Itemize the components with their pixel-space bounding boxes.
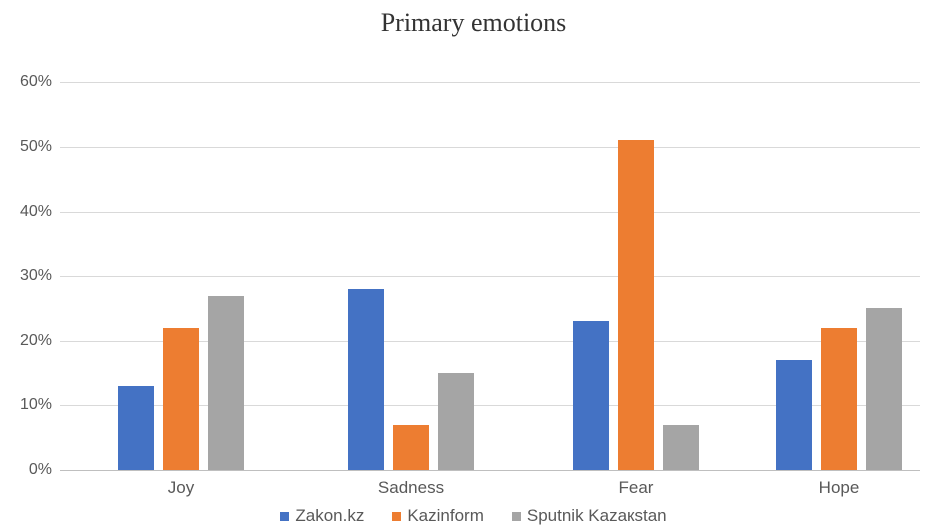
bar-group: Fear <box>573 50 699 470</box>
legend-label: Zakon.kz <box>295 506 364 526</box>
legend-swatch <box>392 512 401 521</box>
legend-swatch <box>280 512 289 521</box>
legend-label: Sputnik Kazaкstan <box>527 506 667 526</box>
legend-label: Kazinform <box>407 506 484 526</box>
bar <box>663 425 699 470</box>
ytick-label: 20% <box>20 332 52 350</box>
legend: Zakon.kz Kazinform Sputnik Kazaкstan <box>0 506 947 526</box>
legend-item: Sputnik Kazaкstan <box>512 506 667 526</box>
bar <box>118 386 154 470</box>
bar <box>393 425 429 470</box>
legend-swatch <box>512 512 521 521</box>
bar-chart: Primary emotions 0% 10% 20% 30% 40% 50% 60% Joy… <box>0 0 947 532</box>
xtick-label: Sadness <box>348 478 474 498</box>
bar <box>776 360 812 470</box>
ytick-label: 60% <box>20 73 52 91</box>
ytick-label: 10% <box>20 396 52 414</box>
bar <box>348 289 384 470</box>
legend-item: Zakon.kz <box>280 506 364 526</box>
ytick-label: 50% <box>20 138 52 156</box>
chart-title: Primary emotions <box>0 8 947 38</box>
bar <box>208 296 244 470</box>
xtick-label: Fear <box>573 478 699 498</box>
xtick-label: Joy <box>118 478 244 498</box>
ytick-label: 30% <box>20 267 52 285</box>
bar <box>438 373 474 470</box>
ytick-label: 40% <box>20 203 52 221</box>
ytick-label: 0% <box>29 461 52 479</box>
bar <box>821 328 857 470</box>
plot-area: 0%10%20%30%40%50%60%JoySadnessFearHope <box>60 50 920 471</box>
bar-group: Hope <box>776 50 902 470</box>
bar-group: Sadness <box>348 50 474 470</box>
legend-item: Kazinform <box>392 506 484 526</box>
bar <box>573 321 609 470</box>
bar <box>618 140 654 470</box>
bar-group: Joy <box>118 50 244 470</box>
xtick-label: Hope <box>776 478 902 498</box>
bar <box>866 308 902 470</box>
bar <box>163 328 199 470</box>
